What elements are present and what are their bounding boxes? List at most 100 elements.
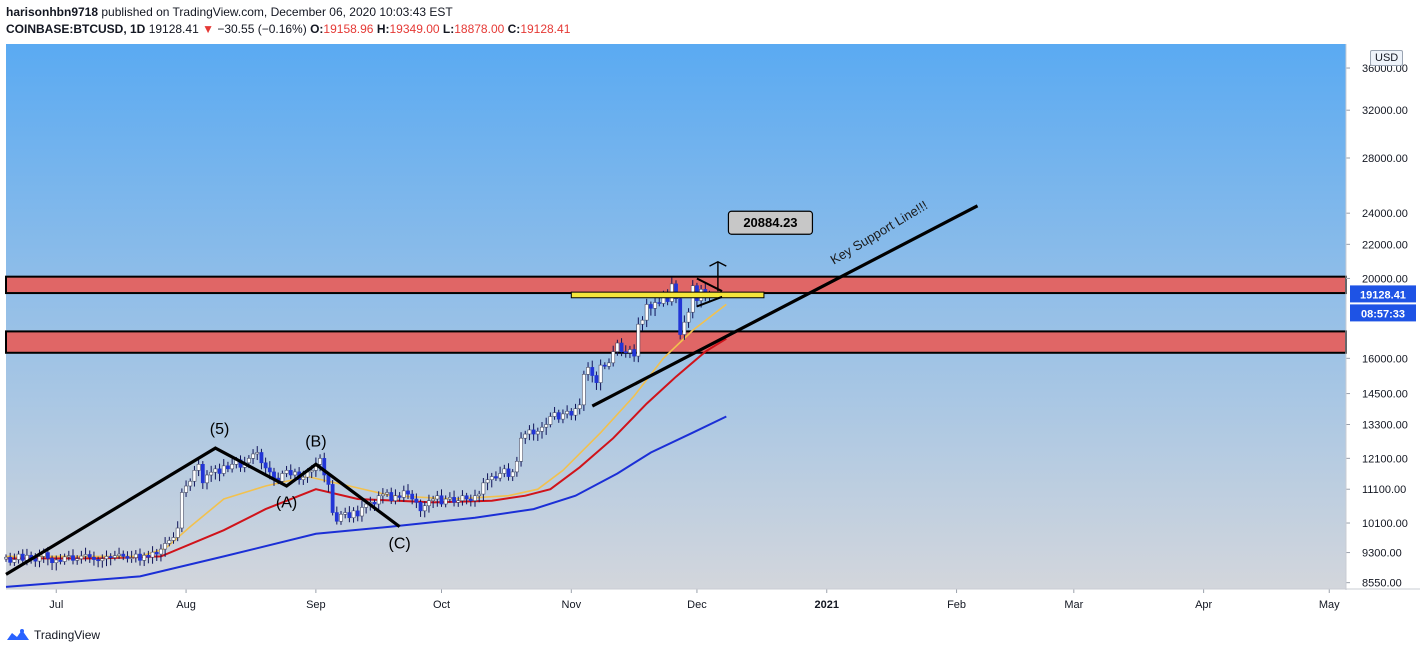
price-tag-label: 19128.41 [1360,289,1406,301]
candle-body [50,558,54,564]
ema-mid-line [6,337,727,560]
candle-body [301,476,306,480]
wave-label: (A) [276,494,297,511]
open-value: 19158.96 [323,22,374,36]
candle-body [58,559,63,562]
candle-body [138,553,142,561]
wave-label: (C) [389,536,411,553]
resistance-zone [5,330,1347,354]
candle-body [104,556,109,560]
plot-background [6,44,1346,589]
candle-body [347,512,352,519]
candle-body [439,495,444,505]
candle-body [569,410,574,416]
candle-body [498,473,503,479]
target-label: 20884.23 [743,215,797,230]
candle-body [506,468,511,477]
candle-body [636,323,641,357]
candle-body [401,490,406,498]
elliott-wave-line [5,446,401,576]
high-label: H: [376,22,390,36]
candle-body [288,470,293,476]
candle-body [628,349,632,354]
change-value: −30.55 (−0.16%) [217,22,307,36]
candle-body [246,458,251,464]
candle-body [226,465,230,470]
publish-line: harisonhbn9718 published on TradingView.… [6,5,453,19]
y-tick-label: 16000.00 [1362,353,1408,365]
candle-body [293,471,297,476]
candle-body [523,433,528,439]
tradingview-logo-icon [7,629,29,640]
wave-label: (B) [305,434,326,451]
candle-body [167,540,172,544]
author-name[interactable]: harisonhbn9718 [6,5,99,19]
candle-body [230,464,235,470]
candle-body [54,559,59,564]
candle-body [79,555,84,560]
candle-body [410,493,415,500]
candle-body [577,404,582,410]
candle-body [598,364,603,383]
candle-body [427,500,431,507]
open-label: O: [310,22,324,36]
candle-body [280,473,285,482]
axes-layer: 8550.00 9300.00 10100.00 11100.00 12100.00 13… [49,63,1416,611]
candle-body [602,364,607,367]
candle-body [179,492,184,529]
x-tick-label: 2021 [815,599,839,611]
candle-body [380,493,385,497]
currency-button[interactable]: USD [1370,50,1404,66]
candle-body [678,298,683,335]
candle-body [376,495,381,505]
candle-body [435,495,440,500]
candle-body [259,452,264,464]
candle-body [414,498,419,503]
x-tick-label: Sep [306,599,326,611]
candle-body [75,558,80,561]
candle-body [686,311,691,323]
symbol-name[interactable]: COINBASE:BTCUSD, 1D [6,22,146,36]
candle-body [586,367,590,375]
x-tick-label: Aug [176,599,196,611]
x-tick-label: Apr [1195,599,1212,611]
price-timer-label: 08:57:33 [1361,308,1405,320]
candle-body [385,492,389,495]
y-tick-label: 11100.00 [1362,484,1406,496]
candle-body [607,362,611,367]
candle-body [221,465,226,474]
candle-body [590,367,595,376]
candle-body [653,302,657,309]
candle-body [196,464,201,471]
candle-body [108,556,113,558]
candle-body [45,552,50,559]
candle-body [615,342,620,352]
candle-body [129,557,134,559]
candle-body [477,493,482,497]
candle-body [171,537,176,541]
footer-brand[interactable]: TradingView [34,628,101,642]
key-support-line [591,204,979,408]
candle-body [456,500,461,503]
candle-body [623,351,628,354]
candle-body [83,554,88,557]
candle-body [502,468,507,474]
high-value: 19349.00 [389,22,440,36]
candle-body [581,374,586,406]
candle-body [150,551,155,558]
y-tick-label: 8550.00 [1362,578,1402,590]
candle-body [443,498,448,505]
candle-body [431,498,436,501]
candle-body [188,480,193,487]
candle-body [159,548,163,555]
candle-body [66,555,71,558]
y-tick-label: 14500.00 [1362,389,1408,401]
candle-body [16,553,21,560]
candle-body [640,319,645,325]
y-tick-label: 24000.00 [1362,208,1408,220]
candle-body [561,413,565,420]
candle-body [489,476,494,480]
candle-body [213,468,218,473]
candle-body [163,543,168,550]
